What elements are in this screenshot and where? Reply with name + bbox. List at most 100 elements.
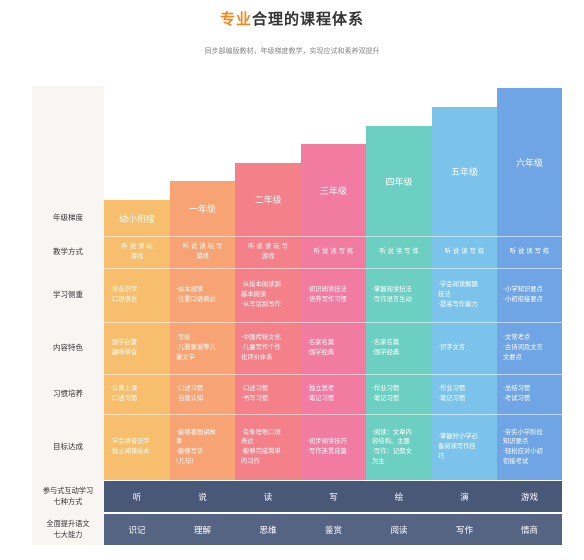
focus-text: ·小学知识要点 ·小初衔接要点: [503, 286, 543, 303]
habit-cell: ·作业习惯 ·笔记习惯: [432, 374, 497, 414]
row-separator: [301, 268, 366, 269]
row-separator: [170, 268, 235, 269]
row-separator: [366, 414, 432, 415]
goal-text: ·掌握好小学必 备阅读写作技 巧: [438, 433, 478, 460]
ability-label-text: 全面提升语文 七大能力: [46, 519, 90, 539]
focus-cell: ·学会阅读解题 技法 ·提高写作能力: [432, 268, 497, 322]
column-grade-1: 一年级听 说 读 玩 写 游戏 ·绘本阅读 ·注重口语表达 ·写绘 ·儿歌童谣等儿 …: [170, 181, 235, 480]
content-text: ·中国传统文化 ·儿童写作个性 化评价体系: [241, 334, 281, 361]
goal-text: ·学会拼音识字 ·独立阅读绘本: [110, 438, 150, 455]
title-rest: 合理的课程体系: [252, 10, 365, 28]
grade-label: 五年级: [450, 168, 478, 178]
row-separator: [432, 374, 497, 375]
learning-mode-0: 听: [132, 492, 142, 503]
column-grade-4: 四年级听 说 读 写 练 ·掌握阅读技法 ·写作语言生动 ·名家名篇 ·国学经典 ·作…: [366, 126, 432, 480]
grade-label: 六年级: [515, 158, 543, 169]
row-separator: [497, 374, 562, 375]
habit-text: ·独立思考 ·笔记习惯: [307, 385, 335, 402]
page-subtitle: 同步部编版教材，年级梯度教学，实现应试和素养双提升: [204, 47, 380, 55]
grade-label: 幼小衔接: [118, 214, 155, 225]
row-separator: [432, 322, 497, 323]
method-text: 听 说 读 写 练: [509, 248, 550, 256]
focus-text: ·掌握阅读技法 ·写作语言生动: [372, 286, 412, 303]
row-separator: [235, 268, 301, 269]
goal-cell: ·掌握好小学必 备阅读写作技 巧: [432, 414, 497, 480]
interactive-learning-band: 参与式互动学习 七种方式 听 说 读 写 绘 演 游戏: [32, 481, 562, 512]
row-label-content: 内容特色: [53, 343, 83, 353]
learning-mode-1: 说: [198, 492, 207, 503]
row-separator: [104, 414, 170, 415]
ability-2: 思维: [259, 525, 277, 536]
learning-mode-3: 写: [329, 492, 338, 503]
row-separator: [104, 322, 170, 323]
focus-text: ·绘本阅读 ·注重口语表达: [176, 286, 216, 303]
row-separator: [104, 236, 170, 237]
goal-cell: ·学会拼音识字 ·独立阅读绘本: [104, 414, 170, 480]
habit-cell: ·口述习惯 ·书写习惯: [235, 374, 301, 414]
learning-mode-6: 游戏: [520, 492, 538, 503]
goal-text: ·阅读：文章内 容结构、主题 ·写作：记叙文 为主: [372, 428, 412, 465]
focus-cell: ·小学知识要点 ·小初衔接要点: [497, 268, 562, 322]
method-text: 听 说 读 玩 游戏: [121, 243, 153, 260]
row-label-habit: 习惯培养: [53, 389, 83, 399]
title-highlight: 专业: [219, 10, 252, 28]
habit-text: ·口述习惯 ·自我认知: [176, 385, 204, 402]
habit-text: ·认真上课 ·口述习惯: [110, 385, 138, 402]
ability-label: 全面提升语文 七大能力: [32, 514, 104, 545]
row-label-focus: 学习侧重: [53, 290, 83, 300]
row-separator: [301, 414, 366, 415]
content-cell: ·中国传统文化 ·儿童写作个性 化评价体系: [235, 322, 301, 374]
method-cell: 听 说 读 写 练: [301, 236, 366, 268]
ability-3: 鉴赏: [324, 525, 342, 536]
row-separator: [170, 236, 235, 237]
page-title: 专业合理的课程体系: [0, 8, 584, 29]
ability-6: 情商: [520, 525, 538, 536]
habit-text: ·作业习惯 ·笔记习惯: [438, 385, 466, 402]
habit-text: ·总结习惯 ·考试习惯: [503, 385, 531, 402]
column-grade-6: 六年级听 说 读 写 练 ·小学知识要点 ·小初衔接要点 ·文常考点 ·古诗词及文言…: [497, 88, 562, 480]
row-separator: [301, 322, 366, 323]
column-grade-3: 三年级听 说 读 写 练 ·初识阅读技法 ·培养写作习惯 ·名家名篇 ·国学经典 ·独…: [301, 144, 366, 480]
focus-text: ·初识阅读技法 ·培养写作习惯: [307, 286, 347, 303]
content-cell: ·国学启蒙 ·趣味拼音: [104, 322, 170, 374]
focus-cell: ·拼音识字 ·口语表达: [104, 268, 170, 322]
row-separator: [366, 322, 432, 323]
ability-1: 理解: [193, 525, 211, 536]
content-cell: ·文常考点 ·古诗词及文言 文要点: [497, 322, 562, 374]
method-cell: 听 说 读 玩 写 游戏: [235, 236, 301, 268]
content-cell: ·名家名篇 ·国学经典: [301, 322, 366, 374]
content-cell: ·名家名篇 ·国学经典: [366, 322, 432, 374]
content-cell: ·识字文言: [432, 322, 497, 374]
content-cell: ·写绘 ·儿歌童谣等儿 童文学: [170, 322, 235, 374]
focus-cell: ·初识阅读技法 ·培养写作习惯: [301, 268, 366, 322]
row-separator: [301, 374, 366, 375]
goal-text: ·夯实小学阶段 知识要点 ·轻松应对小初 衔接考试: [503, 428, 543, 465]
grade-label: 四年级: [385, 177, 413, 188]
goal-text: ·有条理地口语 表达 ·能够完成简单 的习作: [241, 428, 281, 465]
interactive-learning-label: 参与式互动学习 七种方式: [32, 481, 104, 512]
habit-cell: ·总结习惯 ·考试习惯: [497, 374, 562, 414]
learning-mode-5: 演: [460, 492, 469, 503]
habit-cell: ·独立思考 ·笔记习惯: [301, 374, 366, 414]
goal-text: ·初步阅读技巧 ·写作连贯成篇: [307, 438, 347, 455]
method-text: 听 说 读 玩 写 游戏: [248, 243, 288, 260]
row-separator: [235, 414, 301, 415]
focus-text: ·学会阅读解题 技法 ·提高写作能力: [438, 281, 478, 308]
habit-cell: ·认真上课 ·口述习惯: [104, 374, 170, 414]
column-preschool: 幼小衔接听 说 读 玩 游戏 ·拼音识字 ·口语表达 ·国学启蒙 ·趣味拼音 ·认真上…: [104, 200, 170, 480]
focus-cell: ·从绘本阅读到 基本阅读 ·从写话到写作: [235, 268, 301, 322]
focus-text: ·从绘本阅读到 基本阅读 ·从写话到写作: [241, 281, 281, 308]
content-text: ·写绘 ·儿歌童谣等儿 童文学: [176, 334, 216, 361]
method-cell: 听 说 读 写 练: [497, 236, 562, 268]
method-text: 听 说 读 写 练: [379, 248, 419, 256]
row-separator: [170, 374, 235, 375]
ability-5: 写作: [455, 525, 473, 536]
row-label-method: 教学方式: [53, 247, 83, 257]
method-cell: 听 说 读 写 练: [366, 236, 432, 268]
grade-label: 二年级: [254, 196, 282, 206]
row-separator: [170, 322, 235, 323]
method-text: 听 说 读 写 练: [313, 248, 354, 256]
row-separator: [432, 236, 497, 237]
learning-mode-4: 绘: [394, 492, 404, 503]
row-separator: [432, 414, 497, 415]
